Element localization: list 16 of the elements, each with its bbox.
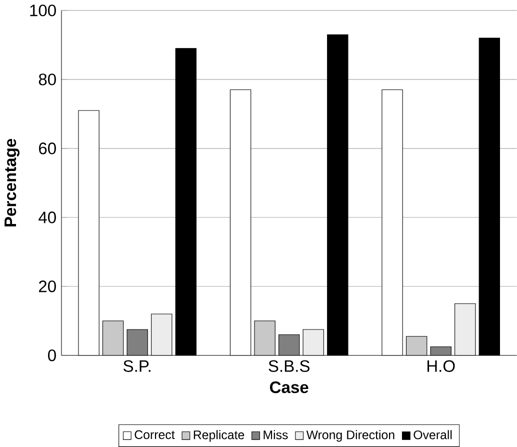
y-axis-title: Percentage — [4, 138, 20, 226]
y-tick-label: 0 — [48, 349, 56, 362]
x-axis-title: Case — [270, 381, 308, 394]
x-tick-label: H.O — [427, 360, 455, 372]
y-tick-label: 80 — [38, 74, 56, 86]
x-tick-label: S.B.S — [268, 360, 310, 372]
legend-label: Replicate — [194, 430, 244, 442]
legend-label: Overall — [414, 430, 452, 440]
legend-label: Miss — [264, 430, 288, 440]
y-tick-label: 20 — [38, 280, 56, 292]
x-tick-label: S.P. — [124, 360, 150, 372]
y-tick-label: 100 — [30, 4, 56, 16]
legend-label: Correct — [134, 430, 175, 440]
y-tick-label: 40 — [38, 212, 56, 224]
y-tick-label: 60 — [39, 142, 56, 154]
legend-label: Wrong Direction — [306, 430, 394, 442]
